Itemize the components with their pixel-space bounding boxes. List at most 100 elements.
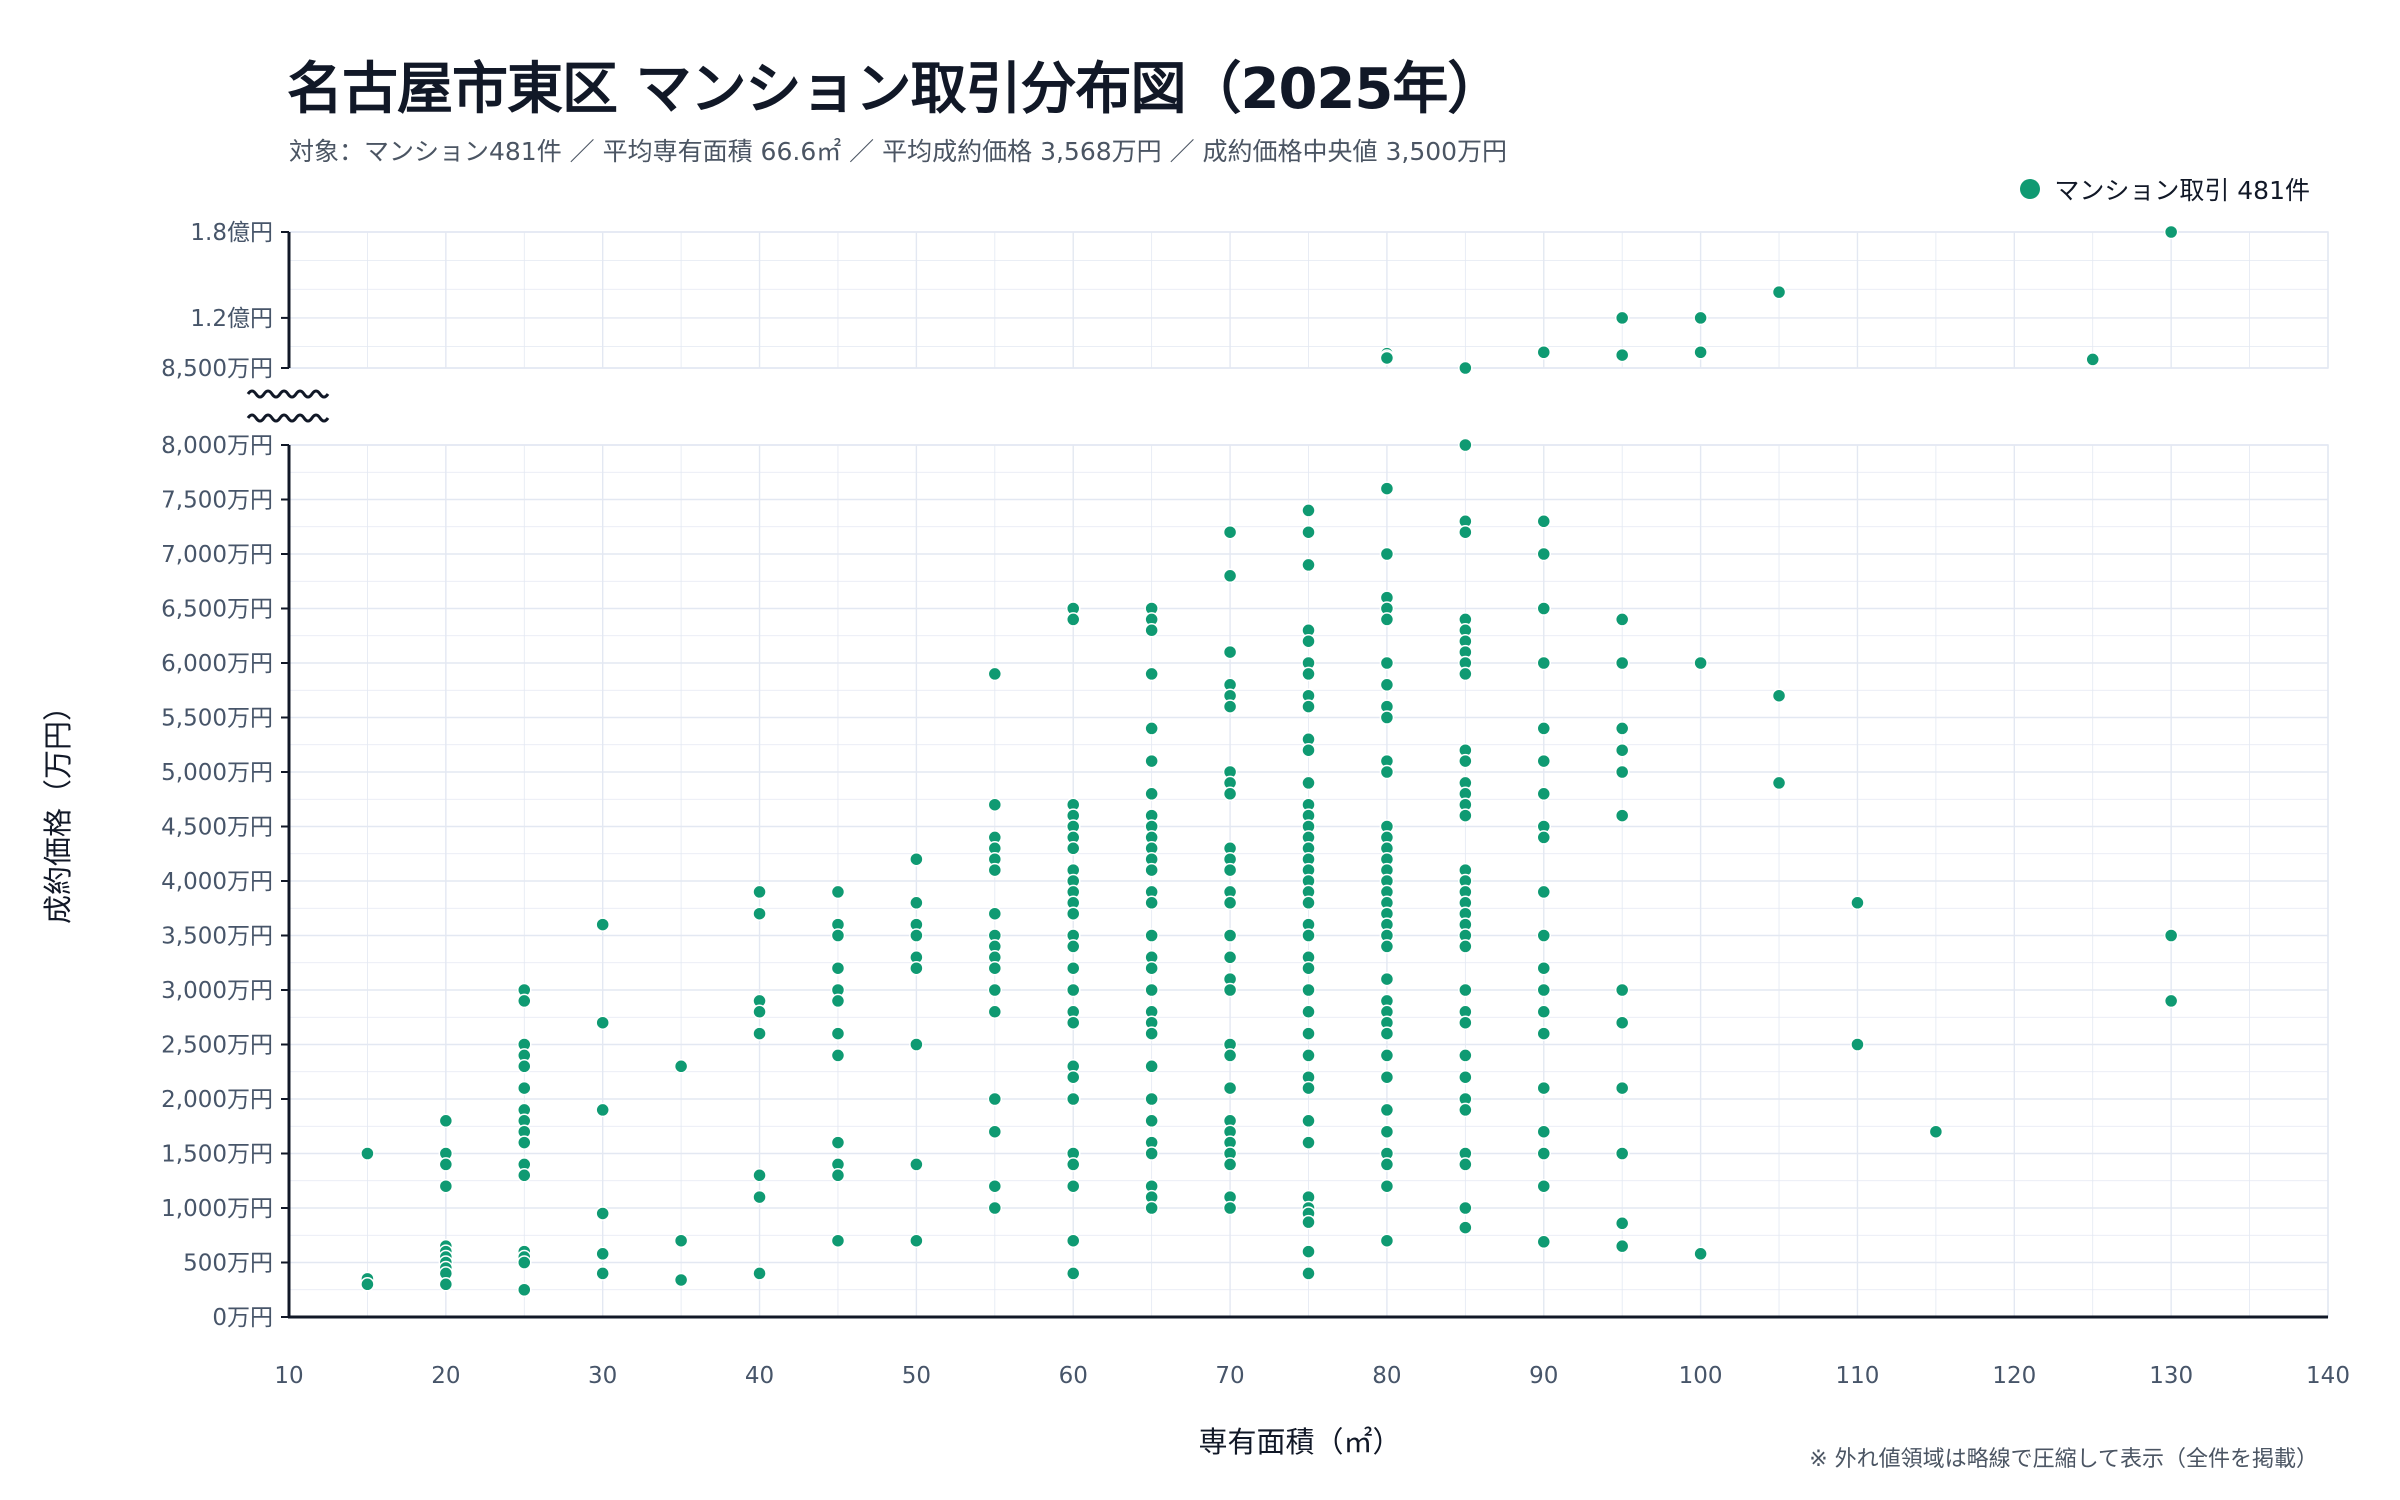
data-point [1536, 884, 1552, 900]
data-point [987, 1004, 1003, 1020]
data-point [1536, 1026, 1552, 1041]
data-point [1301, 1080, 1316, 1096]
data-point [1222, 1048, 1238, 1063]
y-tick-label-upper: 8,500万円 [161, 356, 273, 382]
y-tick-label: 7,500万円 [161, 488, 273, 514]
data-point [1222, 644, 1238, 660]
data-point [752, 1168, 767, 1183]
data-point [1144, 1059, 1159, 1074]
footnote: ※ 外れ値領域は略線で圧縮して表示（全件を掲載） [1809, 1447, 2318, 1472]
data-point [517, 1059, 532, 1074]
data-point [1536, 960, 1552, 976]
data-point [1458, 524, 1473, 540]
data-point [987, 666, 1003, 682]
data-point [1144, 786, 1159, 802]
data-point [752, 1266, 767, 1281]
data-point [1458, 1015, 1473, 1030]
data-point [1614, 808, 1630, 823]
data-point [1536, 514, 1552, 529]
data-point [1301, 928, 1316, 943]
data-point [1536, 1080, 1552, 1096]
data-point [1301, 1266, 1316, 1281]
data-point [909, 895, 924, 911]
data-point [517, 1168, 532, 1183]
y-tick-label: 1,500万円 [161, 1142, 273, 1168]
data-point [1222, 1080, 1238, 1096]
data-point [1144, 960, 1159, 976]
data-point [1301, 982, 1316, 998]
y-tick-label-upper: 1.8億円 [190, 220, 273, 246]
data-point [1379, 971, 1395, 987]
data-point [1771, 775, 1787, 791]
y-tick-label: 500万円 [183, 1251, 273, 1277]
data-point [1222, 1157, 1238, 1172]
x-tick-label: 140 [2306, 1363, 2350, 1389]
data-point [1379, 612, 1395, 627]
data-point [752, 1189, 767, 1205]
data-point [1614, 612, 1630, 627]
data-point [517, 1282, 532, 1297]
data-point [1144, 666, 1159, 682]
data-point [1458, 666, 1473, 682]
x-axis-title: 専有面積（㎡） [1198, 1425, 1401, 1459]
data-point [1379, 677, 1395, 693]
data-point [1693, 310, 1708, 326]
data-point [1458, 1157, 1473, 1172]
data-point [1693, 345, 1708, 360]
data-point [1379, 939, 1395, 954]
data-point [1379, 764, 1395, 780]
y-tick-label: 6,500万円 [161, 597, 273, 623]
data-point [1458, 1220, 1473, 1235]
data-point [1301, 1004, 1316, 1020]
data-point [909, 851, 924, 867]
data-point [517, 1080, 532, 1096]
data-point [987, 906, 1003, 921]
data-point [2085, 352, 2100, 367]
data-point [830, 1233, 846, 1248]
x-tick-label: 130 [2149, 1363, 2193, 1389]
data-point [987, 1200, 1003, 1216]
data-point [1458, 1069, 1473, 1085]
data-point [1458, 437, 1473, 453]
data-point [1144, 623, 1159, 638]
data-point [1301, 1026, 1316, 1041]
data-point [360, 1146, 375, 1161]
data-point [752, 884, 767, 900]
data-point [1536, 1146, 1552, 1161]
data-point [1065, 1266, 1081, 1281]
data-point [987, 960, 1003, 976]
data-point [673, 1059, 689, 1074]
data-point [1379, 481, 1395, 496]
data-point [830, 1168, 846, 1183]
data-point [1144, 1146, 1159, 1161]
data-point [1614, 655, 1630, 671]
data-point [438, 1178, 454, 1194]
axes [246, 231, 2328, 1319]
data-point [1301, 1048, 1316, 1063]
x-tick-label: 30 [588, 1363, 617, 1389]
data-point [987, 862, 1003, 878]
chart-title: 名古屋市東区 マンション取引分布図（2025年） [287, 57, 1503, 122]
x-tick-label: 90 [1529, 1363, 1558, 1389]
data-point [1065, 939, 1081, 954]
data-point [2163, 928, 2179, 943]
data-point [1458, 753, 1473, 769]
x-tick-label: 110 [1836, 1363, 1880, 1389]
data-point [1301, 1214, 1316, 1230]
data-point [1222, 568, 1238, 584]
data-point [1536, 830, 1552, 845]
data-point [1379, 546, 1395, 562]
data-point [1144, 1026, 1159, 1041]
data-point [438, 1277, 454, 1292]
data-point [1928, 1124, 1944, 1139]
data-point [1850, 895, 1865, 911]
data-point [1301, 1113, 1316, 1129]
data-point [752, 1004, 767, 1020]
data-point [1379, 1102, 1395, 1118]
data-point [1065, 1233, 1081, 1248]
data-point [830, 1026, 846, 1041]
data-point [1301, 742, 1316, 758]
data-point [1536, 1004, 1552, 1020]
legend: マンション取引 481件 [2020, 171, 2310, 207]
